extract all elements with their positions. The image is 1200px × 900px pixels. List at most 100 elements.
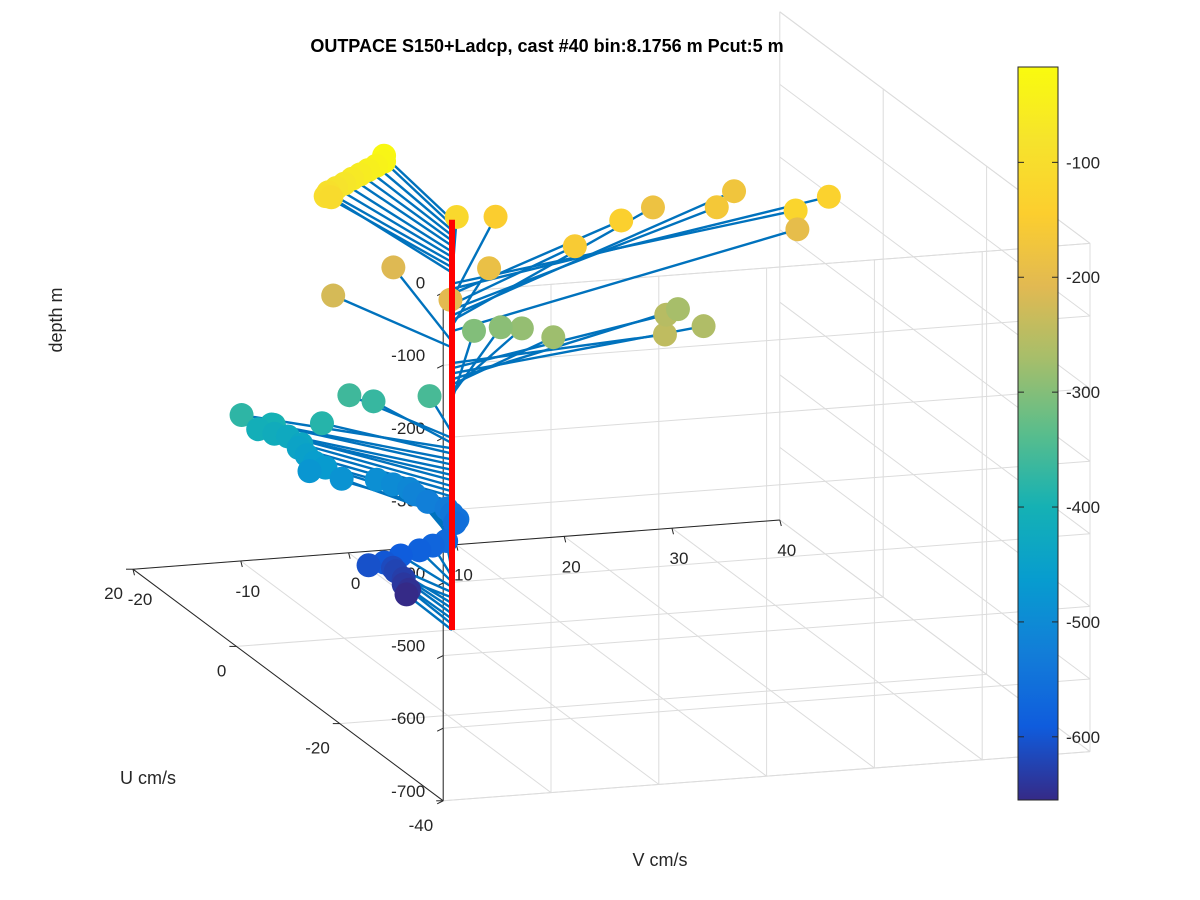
colorbar: -100 -200 -300 -400 -500 -600 bbox=[1017, 66, 1100, 801]
velocity-stick bbox=[451, 326, 502, 396]
grid-line bbox=[443, 678, 1091, 729]
z-tick-label: -500 bbox=[391, 637, 425, 656]
grid-line bbox=[443, 388, 1091, 439]
velocity-point bbox=[816, 184, 841, 209]
velocity-point bbox=[691, 314, 716, 339]
grid-line bbox=[236, 596, 884, 647]
colorbar-tick-label: -400 bbox=[1066, 498, 1100, 517]
velocity-stick bbox=[451, 336, 554, 386]
z-tick-label: 0 bbox=[416, 274, 425, 293]
colorbar-tick-label: -600 bbox=[1066, 728, 1100, 747]
y-tick-label: -40 bbox=[409, 816, 434, 835]
x-tick-label: 10 bbox=[454, 566, 473, 585]
velocity-point bbox=[297, 459, 322, 484]
grid-line bbox=[443, 751, 1091, 802]
grid-line bbox=[443, 533, 1091, 584]
z-tick-mark bbox=[436, 364, 444, 369]
velocity-stick bbox=[450, 216, 497, 300]
z-tick-label: -600 bbox=[391, 709, 425, 728]
velocity-point bbox=[381, 255, 406, 280]
grid-line bbox=[443, 242, 1091, 294]
x-tick-label: 0 bbox=[351, 574, 360, 593]
x-tick-mark bbox=[348, 552, 351, 559]
velocity-point bbox=[483, 204, 508, 229]
velocity-point bbox=[329, 466, 354, 491]
y-axis-label: U cm/s bbox=[120, 768, 176, 788]
x-tick-label: 40 bbox=[777, 541, 796, 560]
velocity-point bbox=[704, 195, 729, 220]
grid-line bbox=[240, 560, 552, 794]
x-tick-label: -20 bbox=[128, 590, 153, 609]
velocity-point bbox=[609, 208, 634, 233]
colorbar-tick-label: -200 bbox=[1066, 268, 1100, 287]
velocity-stick bbox=[392, 266, 453, 343]
velocity-stick bbox=[271, 423, 453, 466]
grid-line bbox=[443, 315, 1091, 366]
y-tick-label: 20 bbox=[104, 584, 123, 603]
x-tick-label: -10 bbox=[236, 582, 261, 601]
x-tick-mark bbox=[779, 519, 782, 527]
velocity-point bbox=[783, 198, 808, 223]
velocity-stick bbox=[367, 169, 453, 237]
y-axis-line bbox=[132, 568, 444, 802]
x-tick-mark bbox=[240, 560, 243, 568]
velocity-point bbox=[337, 383, 362, 408]
velocity-point bbox=[309, 411, 334, 436]
velocity-stick bbox=[327, 191, 453, 264]
velocity-point bbox=[640, 195, 665, 220]
velocity-stick bbox=[300, 442, 453, 488]
velocity-stick bbox=[375, 164, 453, 232]
x-axis-label: V cm/s bbox=[632, 850, 687, 870]
velocity-point bbox=[488, 315, 513, 340]
velocity-stick bbox=[343, 182, 453, 253]
grid-line bbox=[443, 460, 1091, 511]
x-tick-mark bbox=[671, 528, 674, 535]
z-tick-mark bbox=[436, 800, 444, 805]
colorbar-tick-label: -300 bbox=[1066, 383, 1100, 402]
velocity-stick bbox=[335, 186, 453, 258]
velocity-point bbox=[562, 234, 587, 259]
velocity-point bbox=[407, 538, 432, 563]
grid-line bbox=[443, 605, 1091, 657]
velocity-point bbox=[394, 582, 419, 607]
z-tick-label: -200 bbox=[391, 419, 425, 438]
y-tick-label: 0 bbox=[217, 661, 226, 680]
velocity-point bbox=[417, 384, 442, 409]
velocity-point bbox=[665, 297, 690, 322]
grid-line bbox=[456, 544, 767, 777]
z-tick-mark bbox=[436, 727, 444, 732]
chart-title: OUTPACE S150+Ladcp, cast #40 bin:8.1756 … bbox=[310, 36, 783, 56]
velocity-stick bbox=[330, 196, 453, 274]
velocity-stick bbox=[372, 400, 453, 445]
velocity-point bbox=[321, 283, 346, 308]
velocity-point bbox=[356, 553, 381, 578]
z-axis-label: depth m bbox=[46, 287, 66, 352]
velocity-stick bbox=[359, 173, 453, 242]
velocity-points bbox=[229, 143, 841, 607]
velocity-stick bbox=[450, 330, 476, 401]
colorbar-tick-label: -100 bbox=[1066, 153, 1100, 172]
velocity-point bbox=[229, 403, 254, 428]
colorbar-tick-label: -500 bbox=[1066, 613, 1100, 632]
velocity-point bbox=[415, 489, 440, 514]
grid-line bbox=[339, 673, 987, 725]
velocity-point bbox=[361, 389, 386, 414]
x-tick-label: 20 bbox=[562, 557, 581, 576]
velocity-point bbox=[319, 185, 344, 210]
velocity-point bbox=[652, 322, 677, 347]
z-tick-mark bbox=[436, 655, 444, 660]
grid-line bbox=[563, 535, 875, 769]
x-tick-label: 30 bbox=[670, 549, 689, 568]
velocity-stick bbox=[287, 435, 453, 482]
velocity-stick bbox=[351, 177, 453, 247]
velocity-point bbox=[477, 256, 502, 281]
velocity-point bbox=[785, 217, 810, 242]
z-tick-label: -700 bbox=[391, 782, 425, 801]
x-tick-mark bbox=[563, 536, 567, 543]
velocity-stick bbox=[383, 154, 453, 221]
velocity-stick bbox=[332, 294, 453, 349]
velocity-point bbox=[541, 325, 566, 350]
velocity-point bbox=[509, 316, 534, 341]
